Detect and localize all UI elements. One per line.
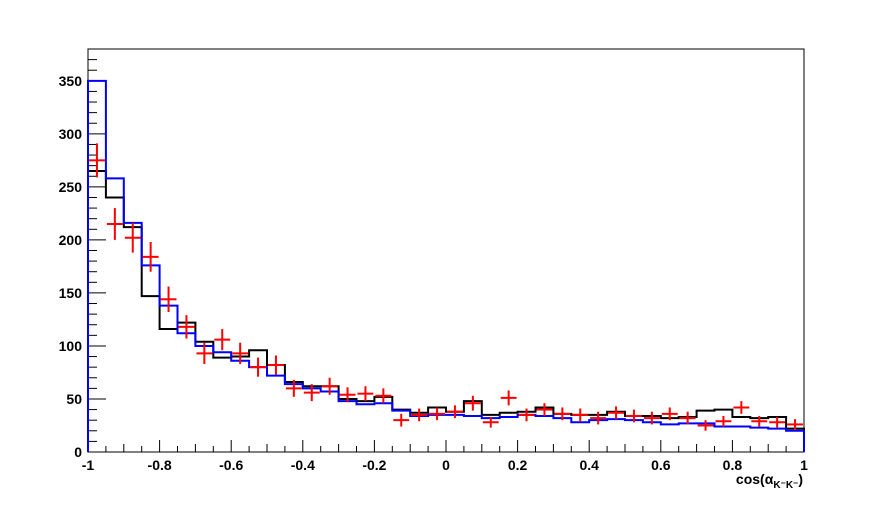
data-point (303, 384, 320, 402)
y-tick-label: 200 (59, 232, 83, 248)
data-point (89, 143, 105, 178)
data-point (787, 419, 803, 430)
x-tick-label: 1 (800, 457, 808, 473)
data-point (124, 222, 141, 253)
y-tick-label: 150 (59, 285, 83, 301)
data-point (769, 417, 786, 428)
data-point (196, 342, 213, 364)
data-point (106, 208, 123, 240)
y-tick-label: 300 (59, 126, 83, 142)
data-point (447, 405, 463, 419)
x-tick-label: 0.4 (579, 457, 599, 473)
plot-frame (87, 48, 805, 453)
series-layer (87, 79, 805, 452)
x-tick-label: -0.6 (219, 457, 243, 473)
data-point (375, 388, 392, 404)
x-axis-title-close: ) (798, 471, 803, 487)
histogram-series-0 (87, 169, 805, 452)
data-point (518, 408, 535, 422)
data-point (590, 411, 607, 425)
data-point (608, 406, 624, 420)
y-tick-label: 0 (74, 444, 82, 460)
x-tick-label: -0.4 (291, 457, 315, 473)
x-axis-title-subscript: K⁻K⁻ (773, 480, 798, 491)
data-point (626, 409, 642, 423)
data-point (232, 342, 249, 364)
x-tick-label: 0.6 (651, 457, 671, 473)
tick-labels: -1 -0.8 -0.6 -0.4 -0.2 0 0.2 0.4 0.6 0.8 1 0 50 100 15… (59, 73, 808, 473)
data-point (554, 407, 571, 421)
data-point (339, 387, 356, 403)
data-point (536, 403, 553, 416)
data-point (357, 386, 374, 402)
data-point (715, 415, 732, 427)
x-tick-label: 0 (442, 457, 450, 473)
data-point (751, 415, 768, 427)
x-axis-title-main: cos(α (736, 471, 774, 487)
histogram-series-1 (87, 79, 805, 452)
data-point (643, 411, 660, 425)
data-point (429, 407, 445, 421)
data-point (321, 377, 338, 395)
data-point (393, 413, 410, 427)
x-tick-label: -0.8 (148, 457, 172, 473)
axis-ticks (87, 48, 805, 453)
data-point (482, 417, 499, 428)
data-point (661, 407, 678, 421)
data-point (285, 379, 302, 397)
data-point (500, 390, 517, 406)
plot-frame-rect (87, 48, 805, 453)
x-axis-title: cos(αK⁻K⁻) (736, 471, 803, 491)
data-point (464, 395, 481, 411)
y-tick-label: 50 (66, 391, 82, 407)
data-point (411, 408, 428, 422)
data-point (250, 357, 266, 377)
x-tick-label: -0.2 (362, 457, 386, 473)
x-tick-label: -1 (82, 457, 95, 473)
x-tick-label: 0.8 (723, 457, 743, 473)
data-point (697, 420, 714, 431)
data-point (679, 411, 696, 425)
data-point (160, 286, 177, 313)
y-tick-label: 350 (59, 73, 83, 89)
data-point (214, 328, 231, 351)
data-point (268, 355, 284, 375)
x-tick-label: 0.2 (508, 457, 528, 473)
data-point (142, 242, 159, 272)
data-point (572, 408, 589, 422)
y-tick-label: 100 (59, 338, 83, 354)
data-point (178, 315, 195, 339)
y-tick-label: 250 (59, 179, 83, 195)
data-point (733, 401, 750, 414)
